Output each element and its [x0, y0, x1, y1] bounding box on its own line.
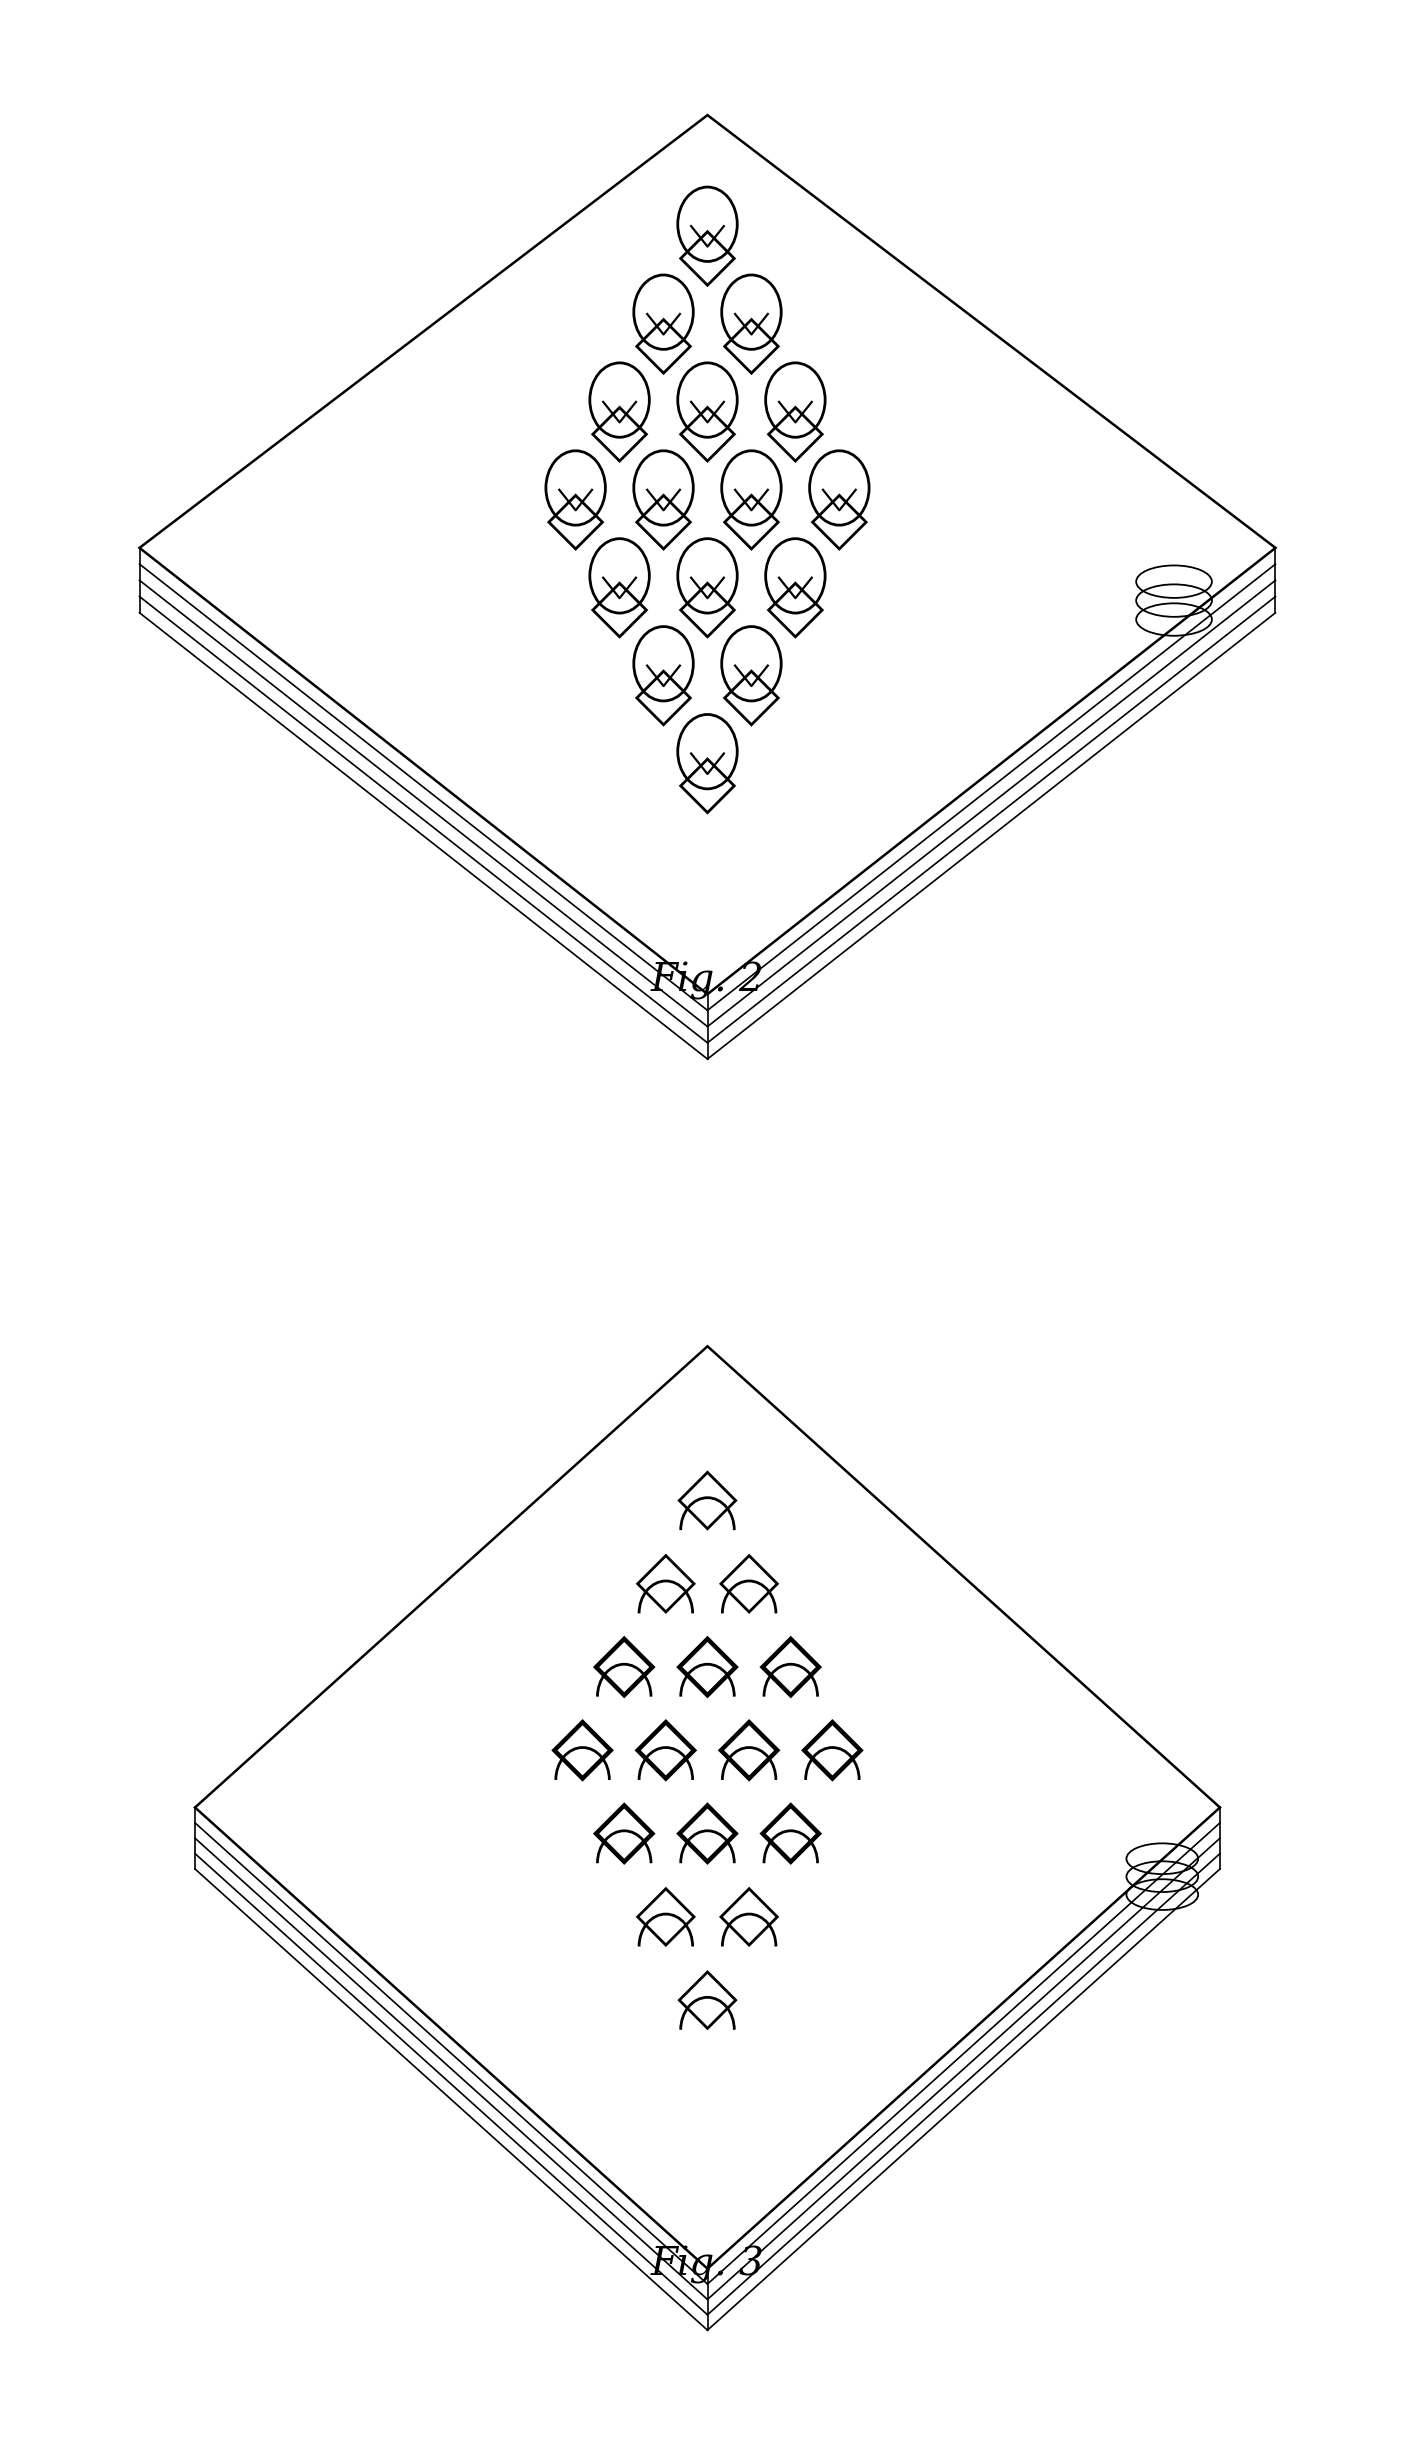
Text: Fig. 3: Fig. 3 — [651, 2246, 764, 2286]
Text: Fig. 2: Fig. 2 — [651, 962, 764, 999]
